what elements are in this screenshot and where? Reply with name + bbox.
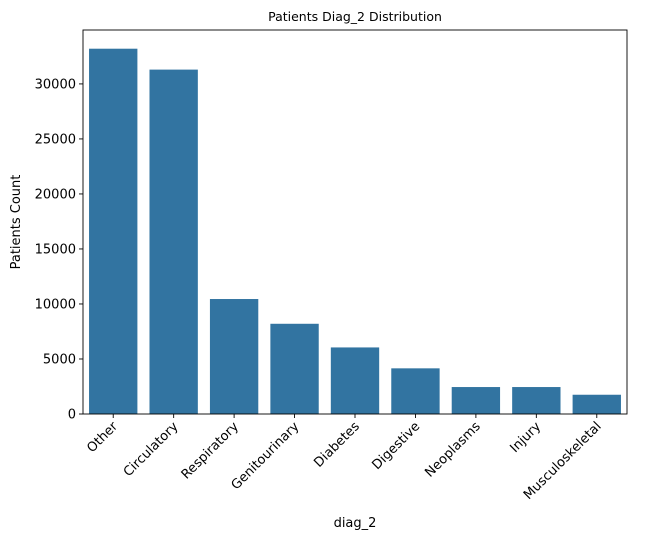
x-axis-ticks: Other CirculatoryRespiratoryGenitourinary… [84,414,605,503]
y-tick-label: 20000 [35,187,76,202]
bars-group [89,48,621,415]
x-tick-label: Circulatory [121,419,182,480]
x-tick-label: Diabetes [311,419,363,471]
bar-digestive [391,368,440,414]
bar-diabetes [330,347,380,414]
y-tick-label: 5000 [43,352,76,367]
bar-injury [512,387,561,414]
y-tick-label: 25000 [35,132,76,147]
bar-circulatory [149,69,198,414]
y-tick-label: 10000 [35,297,76,312]
y-tick-label: 30000 [35,77,76,92]
y-tick-label: 15000 [35,242,76,257]
bar-respiratory [209,299,259,414]
plot-frame [82,29,628,415]
y-tick-label: 0 [68,408,76,423]
bar-other [89,48,138,415]
x-tick-label: Injury [507,419,544,456]
bar-genitourinary [270,323,319,414]
chart-title: Patients Diag_2 Distribution [268,9,442,24]
bar-neoplasms [451,387,501,414]
x-axis-label: diag_2 [334,516,377,531]
x-tick-label: Other [84,419,121,456]
x-tick-label: Neoplasms [422,419,483,480]
x-tick-label: Digestive [369,419,423,473]
y-axis-label: Patients Count [9,175,24,270]
y-axis-ticks: 0 5000 10000 15000 20000 25000 30000 [35,77,83,423]
bar-musculoskeletal [572,394,621,414]
x-tick-label: Respiratory [179,419,242,482]
